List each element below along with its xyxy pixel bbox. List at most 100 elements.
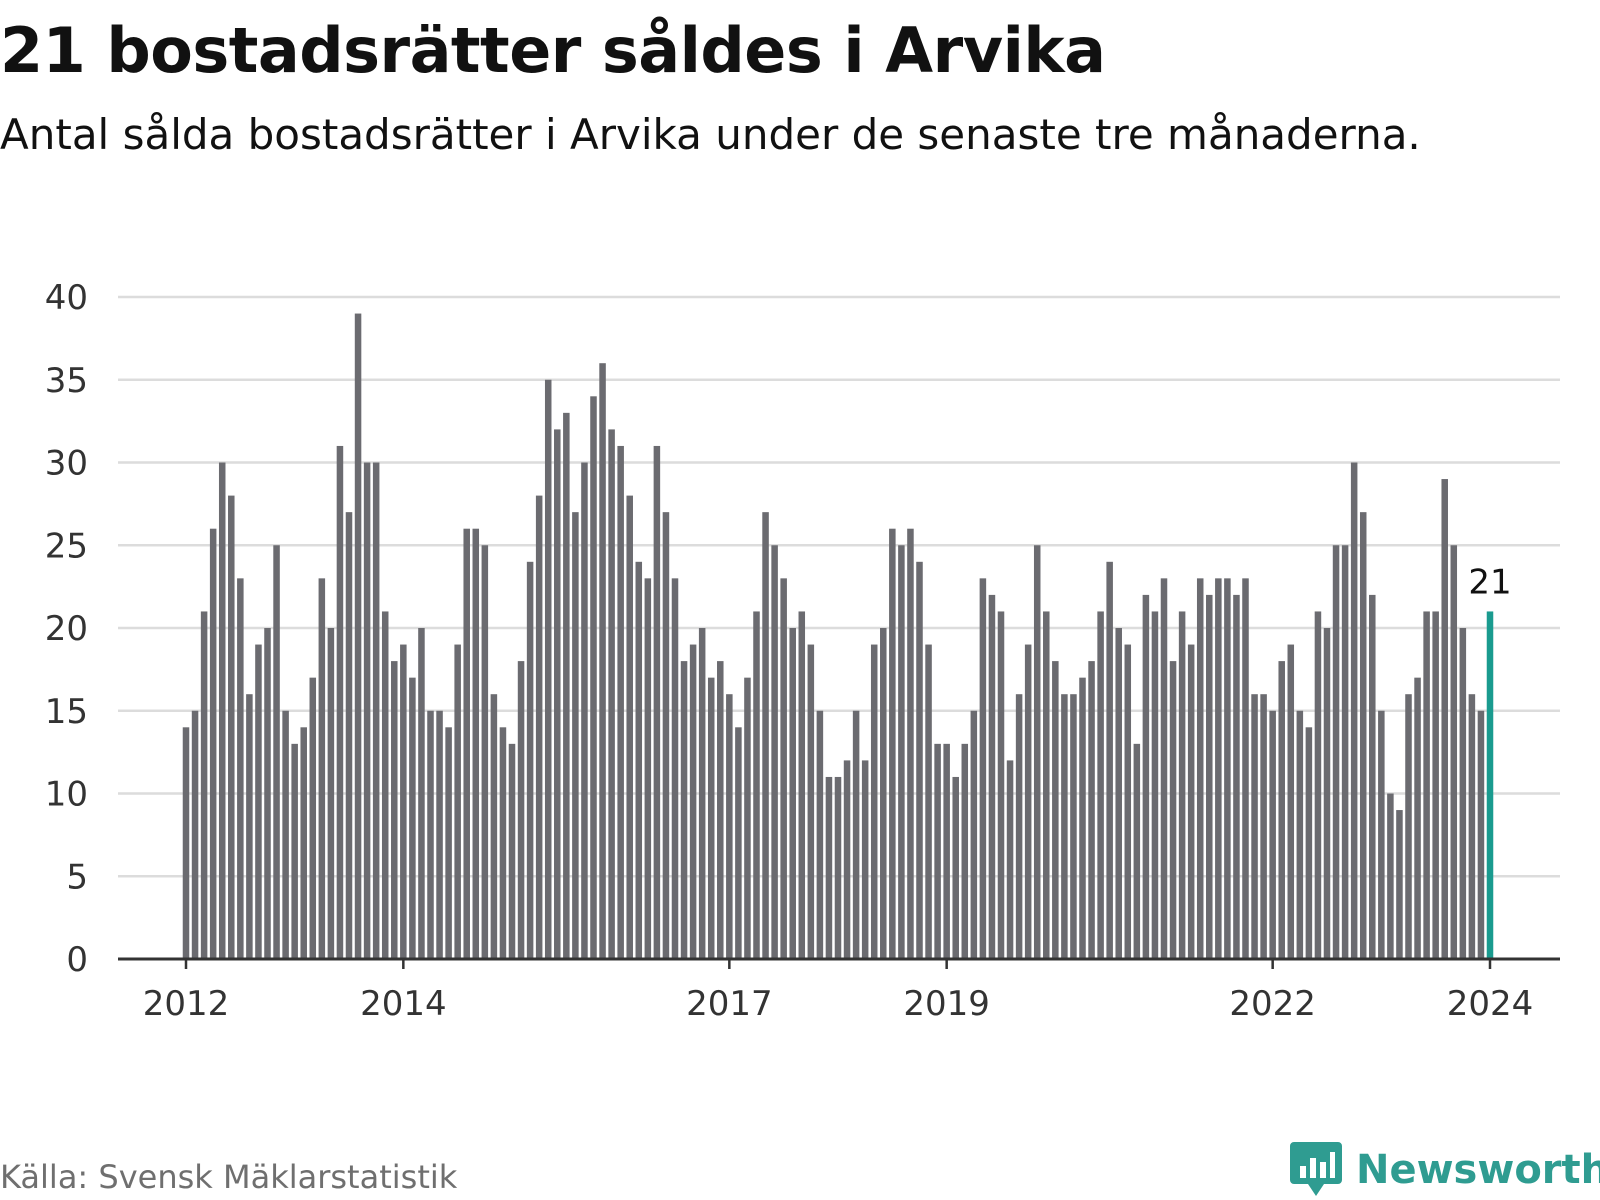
bar bbox=[354, 313, 362, 959]
bar bbox=[228, 495, 235, 959]
bar bbox=[255, 644, 262, 959]
bar bbox=[209, 528, 217, 959]
bar bbox=[1196, 578, 1204, 959]
x-tick-label: 2017 bbox=[686, 984, 773, 1024]
bar bbox=[916, 561, 923, 959]
bar bbox=[880, 628, 887, 959]
bar bbox=[1314, 611, 1322, 959]
bar bbox=[852, 710, 860, 959]
bar bbox=[445, 727, 452, 959]
x-tick-label: 2014 bbox=[360, 984, 447, 1024]
bar bbox=[1142, 594, 1150, 959]
bar bbox=[997, 611, 1005, 959]
bar bbox=[735, 727, 742, 959]
bar bbox=[1052, 661, 1059, 959]
bar bbox=[825, 776, 833, 959]
bar bbox=[481, 545, 489, 959]
bar bbox=[1024, 644, 1032, 959]
bar bbox=[1405, 694, 1412, 959]
bar bbox=[409, 677, 416, 959]
bar bbox=[264, 628, 271, 959]
bar bbox=[898, 545, 905, 959]
bar bbox=[907, 528, 914, 959]
bar bbox=[1160, 578, 1168, 959]
source-note: Källa: Svensk Mäklarstatistik bbox=[0, 1158, 458, 1196]
bar bbox=[1323, 628, 1331, 959]
bar bbox=[418, 628, 425, 959]
bar bbox=[780, 578, 787, 959]
bar bbox=[1287, 644, 1295, 959]
bar bbox=[1043, 611, 1050, 959]
bar bbox=[843, 760, 851, 959]
y-tick-label: 40 bbox=[45, 278, 88, 318]
bar bbox=[318, 578, 326, 959]
y-tick-label: 5 bbox=[66, 857, 88, 897]
bar bbox=[1169, 661, 1177, 959]
bar bbox=[391, 661, 398, 959]
bar bbox=[517, 661, 525, 959]
y-tick-label: 30 bbox=[45, 444, 88, 484]
bar bbox=[1387, 793, 1394, 959]
bar bbox=[336, 445, 344, 959]
bar bbox=[237, 578, 244, 959]
bar bbox=[1015, 694, 1023, 959]
chart-subtitle: Antal sålda bostadsrätter i Arvika under… bbox=[0, 110, 1421, 159]
bar bbox=[1224, 578, 1231, 959]
bar bbox=[635, 561, 643, 959]
bar bbox=[1070, 694, 1077, 959]
bar bbox=[1459, 628, 1467, 959]
bar bbox=[454, 644, 461, 959]
bar bbox=[1441, 479, 1448, 959]
x-axis bbox=[118, 957, 1560, 969]
bar bbox=[1079, 677, 1086, 959]
bar bbox=[1341, 545, 1349, 959]
bar bbox=[1260, 694, 1267, 959]
bar bbox=[218, 462, 226, 959]
bar bbox=[1296, 710, 1304, 959]
bar bbox=[490, 694, 498, 959]
y-tick-label: 35 bbox=[45, 361, 88, 401]
bar bbox=[508, 743, 516, 959]
bar bbox=[1477, 710, 1485, 959]
bar bbox=[1396, 810, 1403, 959]
bar bbox=[943, 743, 950, 959]
bar bbox=[680, 661, 688, 959]
brand-name: Newsworthy bbox=[1356, 1147, 1600, 1193]
bar bbox=[1423, 611, 1430, 959]
bar bbox=[689, 644, 697, 959]
bar bbox=[1187, 644, 1195, 959]
bar bbox=[934, 743, 941, 959]
bar bbox=[644, 578, 652, 959]
bar bbox=[1215, 578, 1222, 959]
bar bbox=[698, 628, 706, 959]
brand-logo[interactable]: Newsworthy bbox=[1290, 1140, 1600, 1200]
bar bbox=[617, 445, 624, 959]
bar bbox=[200, 611, 208, 959]
axis-labels: 0 5 10 15 20 25 30 35 40 21 2012 2014 2017 2019 2022 20… bbox=[45, 278, 1534, 1024]
bar bbox=[816, 710, 824, 959]
bar bbox=[309, 677, 317, 959]
bar bbox=[789, 628, 796, 959]
bar bbox=[626, 495, 633, 959]
bar bbox=[1359, 512, 1367, 959]
bar bbox=[807, 644, 815, 959]
bar bbox=[1350, 462, 1358, 959]
chart-title: 21 bostadsrätter såldes i Arvika bbox=[0, 14, 1106, 87]
y-tick-label: 10 bbox=[45, 775, 88, 815]
bar bbox=[544, 379, 552, 959]
bar bbox=[988, 594, 996, 959]
bar bbox=[961, 743, 969, 959]
bar bbox=[381, 611, 389, 959]
bar bbox=[1033, 545, 1041, 959]
bar bbox=[744, 677, 751, 959]
highlight-value-label: 21 bbox=[1468, 562, 1511, 602]
bar bbox=[970, 710, 978, 959]
bar bbox=[1133, 743, 1141, 959]
bar bbox=[1088, 661, 1095, 959]
bar bbox=[590, 396, 597, 959]
y-tick-label: 15 bbox=[45, 692, 88, 732]
bar bbox=[1233, 594, 1240, 959]
bar bbox=[291, 743, 298, 959]
bar bbox=[191, 710, 199, 959]
bar bbox=[427, 710, 434, 959]
